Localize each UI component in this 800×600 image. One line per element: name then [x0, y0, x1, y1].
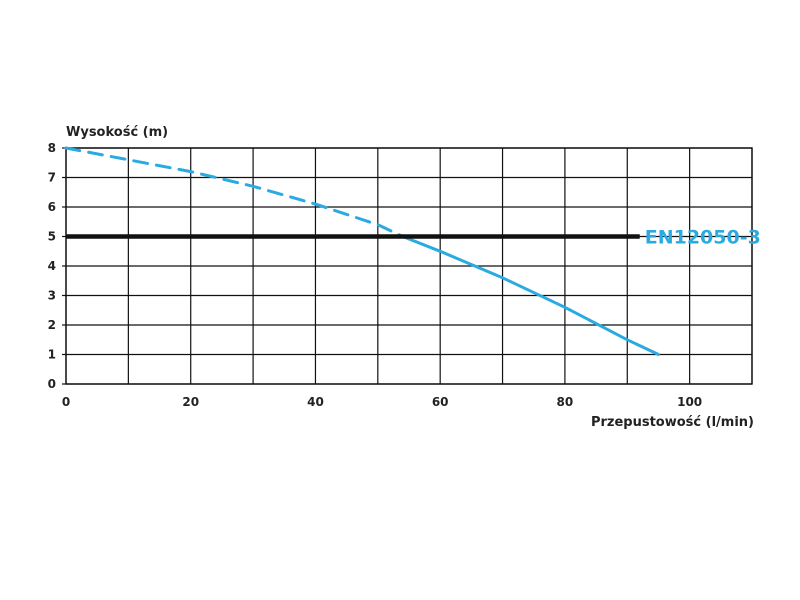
y-tick-label: 3	[48, 289, 56, 303]
y-tick-label: 8	[48, 141, 56, 155]
curve-dashed-segment	[64, 146, 405, 238]
y-tick-label: 7	[48, 171, 56, 185]
curve-solid-segment	[401, 235, 660, 356]
y-tick-label: 5	[48, 230, 56, 244]
x-axis-title: Przepustowość (l/min)	[591, 415, 754, 430]
x-tick-label: 40	[307, 395, 324, 409]
x-tick-label: 100	[677, 395, 702, 409]
x-tick-label: 60	[432, 395, 449, 409]
y-axis-title: Wysokość (m)	[66, 125, 168, 140]
x-tick-label: 80	[557, 395, 574, 409]
x-tick-label: 20	[182, 395, 199, 409]
x-tick-label: 0	[62, 395, 70, 409]
reference-line-label: EN12050-3	[645, 227, 761, 249]
y-tick-label: 4	[48, 259, 56, 273]
reference-line-group: EN12050-3	[66, 227, 761, 249]
performance-curve	[64, 146, 660, 356]
y-tick-label: 0	[48, 377, 56, 391]
y-tick-label: 6	[48, 200, 56, 214]
y-tick-label: 2	[48, 318, 56, 332]
y-tick-label: 1	[48, 348, 56, 362]
